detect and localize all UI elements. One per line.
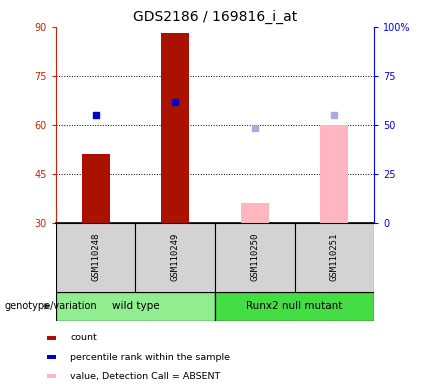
Bar xyxy=(320,125,348,223)
Bar xyxy=(215,223,295,292)
Bar xyxy=(295,223,374,292)
Title: GDS2186 / 169816_i_at: GDS2186 / 169816_i_at xyxy=(133,10,297,25)
Text: GSM110249: GSM110249 xyxy=(171,233,180,281)
Bar xyxy=(82,154,110,223)
Bar xyxy=(215,292,374,321)
Bar xyxy=(56,292,215,321)
Bar xyxy=(241,203,269,223)
Text: GSM110251: GSM110251 xyxy=(330,233,339,281)
Text: percentile rank within the sample: percentile rank within the sample xyxy=(70,353,230,362)
Text: count: count xyxy=(70,333,97,343)
Text: Runx2 null mutant: Runx2 null mutant xyxy=(246,301,343,311)
Bar xyxy=(47,336,56,340)
Text: GSM110248: GSM110248 xyxy=(91,233,100,281)
Bar xyxy=(135,223,215,292)
Text: value, Detection Call = ABSENT: value, Detection Call = ABSENT xyxy=(70,372,221,381)
Text: GSM110250: GSM110250 xyxy=(250,233,259,281)
Text: wild type: wild type xyxy=(112,301,159,311)
Bar xyxy=(47,374,56,378)
Bar xyxy=(47,355,56,359)
Bar xyxy=(56,223,135,292)
Bar xyxy=(161,33,189,223)
Text: genotype/variation: genotype/variation xyxy=(4,301,97,311)
